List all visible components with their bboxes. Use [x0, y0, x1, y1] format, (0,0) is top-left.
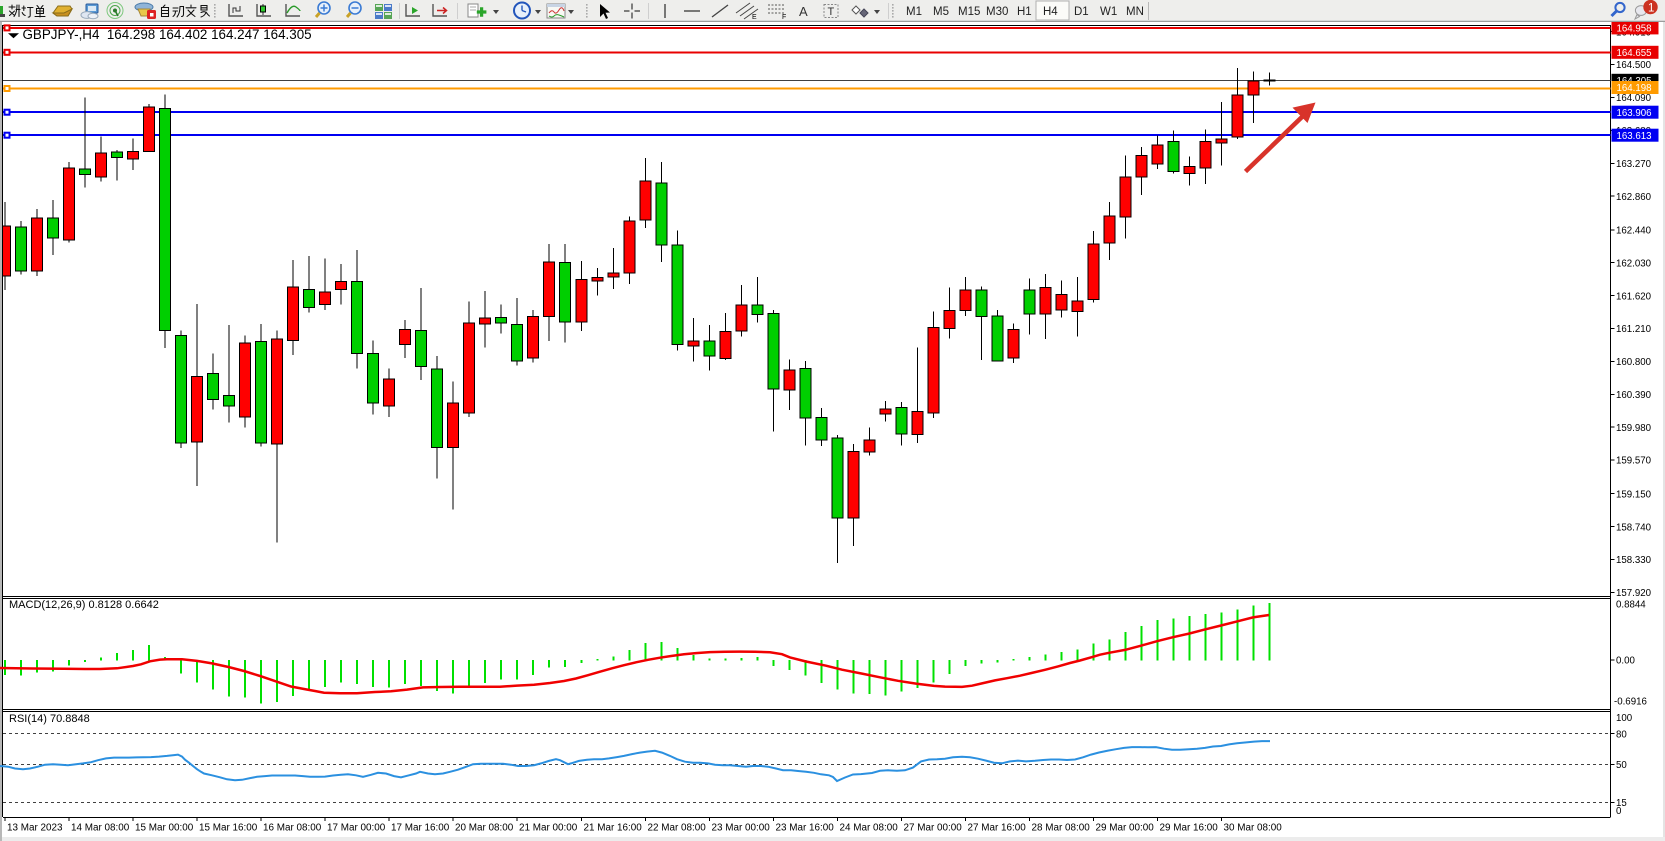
svg-text:30 Mar 08:00: 30 Mar 08:00 — [1224, 823, 1283, 834]
svg-text:157.920: 157.920 — [1616, 588, 1652, 599]
svg-text:164.958: 164.958 — [1617, 24, 1652, 35]
svg-text:MACD(12,26,9) 0.8128 0.6642: MACD(12,26,9) 0.8128 0.6642 — [9, 599, 159, 611]
svg-text:15 Mar 00:00: 15 Mar 00:00 — [135, 823, 194, 834]
svg-text:29 Mar 16:00: 29 Mar 16:00 — [1160, 823, 1219, 834]
svg-text:162.030: 162.030 — [1616, 258, 1652, 269]
svg-text:164.500: 164.500 — [1616, 60, 1652, 71]
svg-text:160.800: 160.800 — [1616, 357, 1652, 368]
svg-text:162.860: 162.860 — [1616, 192, 1652, 203]
svg-text:16 Mar 08:00: 16 Mar 08:00 — [263, 823, 322, 834]
svg-text:24 Mar 08:00: 24 Mar 08:00 — [840, 823, 899, 834]
svg-text:164.090: 164.090 — [1616, 93, 1652, 104]
svg-text:164.198: 164.198 — [1617, 83, 1652, 94]
svg-text:RSI(14) 70.8848: RSI(14) 70.8848 — [9, 713, 90, 725]
svg-text:M30: M30 — [986, 6, 1008, 18]
svg-text:H1: H1 — [1017, 6, 1032, 18]
svg-text:M5: M5 — [933, 6, 949, 18]
svg-text:80: 80 — [1616, 730, 1627, 741]
svg-text:-0.6916: -0.6916 — [1614, 696, 1647, 707]
svg-text:164.655: 164.655 — [1617, 48, 1652, 59]
svg-text:0: 0 — [1616, 806, 1622, 817]
svg-text:160.390: 160.390 — [1616, 390, 1652, 401]
svg-text:159.570: 159.570 — [1616, 456, 1652, 467]
svg-text:H4: H4 — [1043, 6, 1058, 18]
svg-text:15 Mar 16:00: 15 Mar 16:00 — [199, 823, 258, 834]
svg-text:163.613: 163.613 — [1617, 131, 1652, 142]
svg-text:M15: M15 — [958, 6, 980, 18]
svg-text:27 Mar 16:00: 27 Mar 16:00 — [968, 823, 1027, 834]
svg-text:T: T — [828, 6, 835, 18]
svg-text:50: 50 — [1616, 760, 1627, 771]
svg-text:GBPJPY-,H4 164.298 164.402 16: GBPJPY-,H4 164.298 164.402 164.247 164.3… — [23, 27, 312, 42]
svg-text:17 Mar 00:00: 17 Mar 00:00 — [327, 823, 386, 834]
svg-text:E: E — [752, 14, 757, 21]
svg-text:162.440: 162.440 — [1616, 225, 1652, 236]
svg-text:28 Mar 08:00: 28 Mar 08:00 — [1032, 823, 1091, 834]
svg-text:0.8844: 0.8844 — [1616, 600, 1646, 611]
svg-text:163.270: 163.270 — [1616, 159, 1652, 170]
svg-text:23 Mar 16:00: 23 Mar 16:00 — [776, 823, 835, 834]
svg-text:15: 15 — [1616, 798, 1627, 809]
svg-text:MN: MN — [1126, 6, 1144, 18]
svg-text:29 Mar 00:00: 29 Mar 00:00 — [1096, 823, 1155, 834]
svg-text:17 Mar 16:00: 17 Mar 16:00 — [391, 823, 450, 834]
svg-text:M1: M1 — [906, 6, 922, 18]
svg-text:F: F — [782, 14, 786, 21]
svg-text:163.906: 163.906 — [1617, 108, 1652, 119]
svg-text:158.740: 158.740 — [1616, 522, 1652, 533]
svg-text:14 Mar 08:00: 14 Mar 08:00 — [71, 823, 130, 834]
svg-text:D1: D1 — [1074, 6, 1089, 18]
svg-text:A: A — [799, 4, 808, 19]
svg-text:158.330: 158.330 — [1616, 555, 1652, 566]
svg-text:100: 100 — [1616, 713, 1633, 724]
svg-text:0.00: 0.00 — [1616, 655, 1635, 666]
svg-text:W1: W1 — [1100, 6, 1117, 18]
svg-text:13 Mar 2023: 13 Mar 2023 — [7, 823, 63, 834]
svg-text:27 Mar 00:00: 27 Mar 00:00 — [904, 823, 963, 834]
svg-text:21 Mar 16:00: 21 Mar 16:00 — [584, 823, 643, 834]
svg-text:161.620: 161.620 — [1616, 291, 1652, 302]
svg-text:21 Mar 00:00: 21 Mar 00:00 — [519, 823, 578, 834]
svg-text:159.150: 159.150 — [1616, 489, 1652, 500]
svg-text:159.980: 159.980 — [1616, 423, 1652, 434]
svg-text:161.210: 161.210 — [1616, 324, 1652, 335]
svg-text:1: 1 — [1648, 3, 1654, 15]
svg-text:22 Mar 08:00: 22 Mar 08:00 — [648, 823, 707, 834]
svg-text:23 Mar 00:00: 23 Mar 00:00 — [712, 823, 771, 834]
svg-text:20 Mar 08:00: 20 Mar 08:00 — [455, 823, 514, 834]
